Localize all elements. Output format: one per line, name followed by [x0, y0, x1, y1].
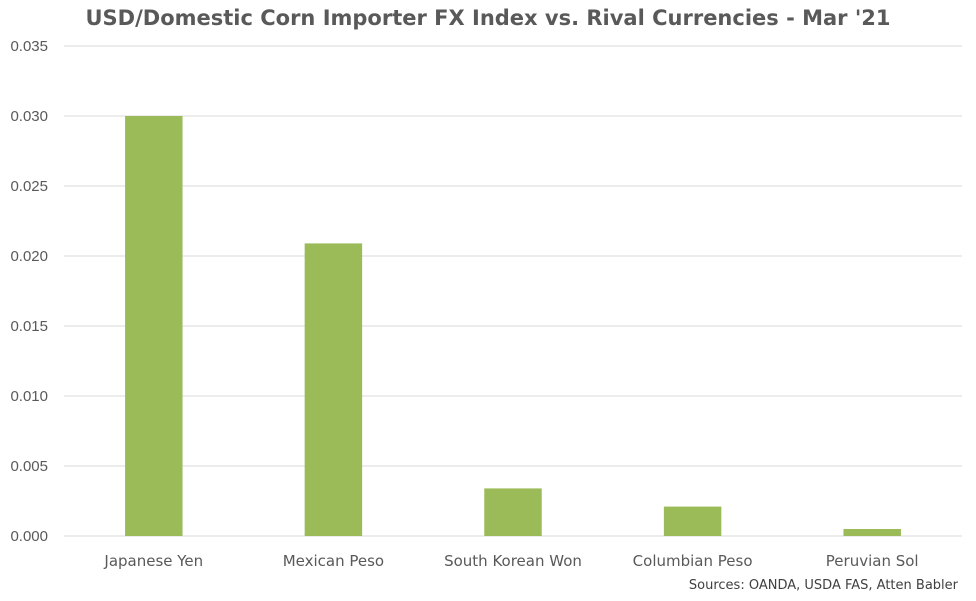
- bar-columbian-peso: [663, 506, 722, 536]
- x-category-label: Peruvian Sol: [826, 552, 919, 570]
- y-tick-label: 0.025: [10, 178, 48, 195]
- chart-title: USD/Domestic Corn Importer FX Index vs. …: [85, 6, 891, 30]
- x-axis-labels: Japanese Yen Mexican Peso South Korean Won…: [103, 552, 918, 570]
- bars: [125, 116, 901, 536]
- x-category-label: Japanese Yen: [103, 552, 203, 570]
- bar-japanese-yen: [125, 116, 183, 536]
- y-tick-label: 0.035: [10, 38, 48, 55]
- bar-peruvian-sol: [843, 529, 901, 536]
- y-tick-label: 0.020: [10, 248, 48, 265]
- y-tick-label: 0.005: [10, 458, 48, 475]
- bar-south-korean-won: [484, 488, 542, 536]
- x-category-label: Mexican Peso: [283, 552, 384, 570]
- source-note: Sources: OANDA, USDA FAS, Atten Babler: [688, 578, 958, 593]
- gridlines: [64, 45, 962, 537]
- x-category-label: South Korean Won: [444, 552, 582, 570]
- y-tick-label: 0.010: [10, 388, 48, 405]
- y-tick-label: 0.030: [10, 108, 48, 125]
- x-category-label: Columbian Peso: [633, 552, 753, 570]
- bar-mexican-peso: [304, 243, 363, 536]
- y-tick-label: 0.000: [10, 528, 48, 545]
- y-tick-label: 0.015: [10, 318, 48, 335]
- y-axis-ticks: 0.000 0.005 0.010 0.015 0.020 0.025 0.030 0.035: [10, 38, 48, 545]
